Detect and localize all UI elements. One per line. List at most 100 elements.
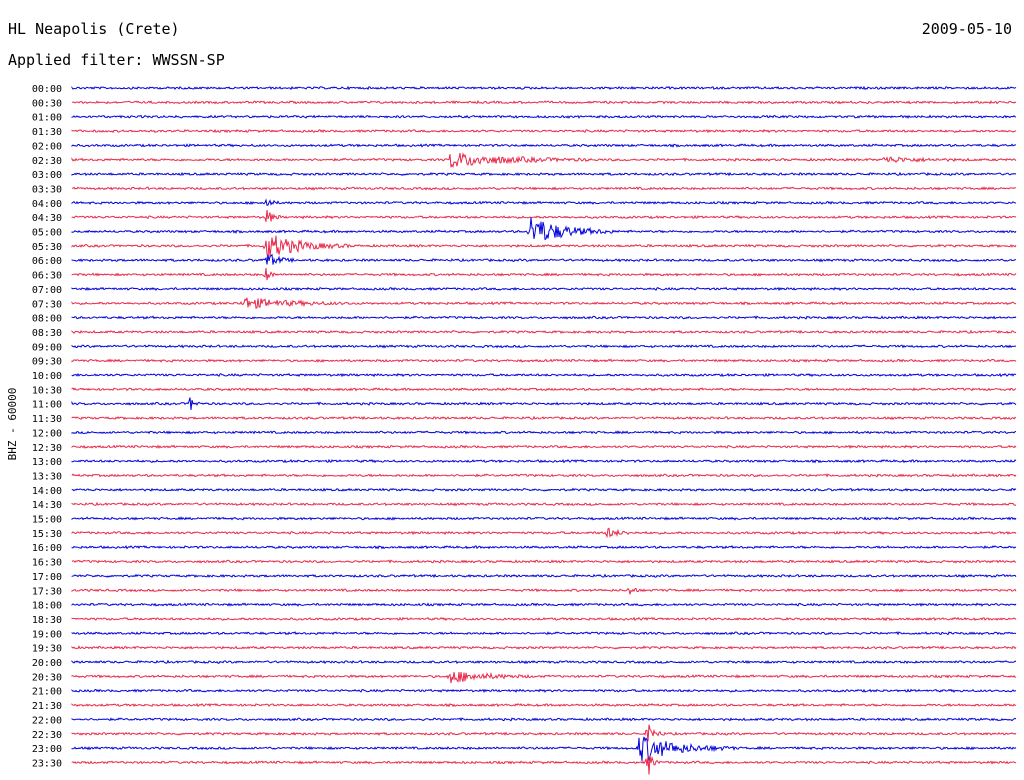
row-time-label: 05:00 [32, 228, 62, 239]
seismic-trace [71, 143, 1017, 148]
seismic-trace [71, 616, 1017, 622]
row-time-label: 04:00 [32, 199, 62, 210]
seismic-trace [71, 415, 1017, 421]
row-time-label: 21:00 [32, 687, 62, 698]
row-time-label: 22:00 [32, 715, 62, 726]
row-time-label: 19:00 [32, 629, 62, 640]
row-time-label: 03:30 [32, 184, 62, 195]
row-time-label: 16:00 [32, 543, 62, 554]
row-time-label: 18:00 [32, 601, 62, 612]
row-time-label: 02:00 [32, 141, 62, 152]
row-time-label: 06:30 [32, 271, 62, 282]
seismic-trace [71, 100, 1017, 105]
row-time-label: 17:00 [32, 572, 62, 583]
row-time-label: 11:00 [32, 400, 62, 411]
seismic-trace [71, 724, 1017, 742]
seismic-trace [71, 151, 1017, 169]
seismic-trace [71, 527, 1017, 539]
row-time-label: 20:30 [32, 672, 62, 683]
seismic-trace [71, 430, 1017, 435]
seismic-trace [71, 602, 1017, 607]
seismic-trace [71, 358, 1017, 363]
seismic-trace [71, 253, 1017, 265]
row-time-label: 00:00 [32, 84, 62, 95]
row-time-label: 13:30 [32, 471, 62, 482]
seismic-trace [71, 329, 1017, 335]
row-time-label: 12:00 [32, 428, 62, 439]
y-axis-label: BHZ - 60000 [6, 388, 19, 461]
row-time-label: 21:30 [32, 701, 62, 712]
seismic-trace [71, 671, 1017, 684]
row-time-label: 08:30 [32, 328, 62, 339]
seismic-trace [71, 235, 1017, 259]
row-time-label: 00:30 [32, 98, 62, 109]
seismic-trace [71, 186, 1017, 191]
row-time-label: 09:00 [32, 342, 62, 353]
row-time-label: 13:00 [32, 457, 62, 468]
seismic-trace [71, 268, 1017, 281]
seismic-trace [71, 559, 1017, 564]
row-time-label: 06:00 [32, 256, 62, 267]
seismic-trace [71, 717, 1017, 722]
seismic-trace [71, 85, 1017, 91]
row-time-label: 16:30 [32, 558, 62, 569]
row-time-label: 23:00 [32, 744, 62, 755]
row-time-label: 22:30 [32, 730, 62, 741]
seismic-trace [71, 387, 1017, 392]
row-time-label: 10:00 [32, 371, 62, 382]
row-time-label: 08:00 [32, 314, 62, 325]
seismic-trace [71, 444, 1017, 450]
seismic-trace [71, 114, 1017, 119]
seismic-trace [71, 217, 1017, 241]
row-time-label: 12:30 [32, 443, 62, 454]
row-time-label: 14:00 [32, 486, 62, 497]
row-time-label: 03:00 [32, 170, 62, 181]
seismic-trace [71, 397, 1017, 410]
seismic-trace [71, 372, 1017, 378]
row-time-label: 09:30 [32, 357, 62, 368]
row-time-label: 07:30 [32, 299, 62, 310]
seismic-trace [71, 545, 1017, 550]
seismic-trace [71, 702, 1017, 708]
station-title: HL Neapolis (Crete) [8, 20, 180, 38]
seismic-trace [71, 659, 1017, 665]
seismic-trace [71, 315, 1017, 320]
seismic-trace [71, 458, 1017, 464]
row-time-label: 11:30 [32, 414, 62, 425]
filter-label: Applied filter: WWSSN-SP [8, 51, 225, 69]
row-time-label: 01:30 [32, 127, 62, 138]
seismic-trace [71, 210, 1017, 222]
row-time-label: 05:30 [32, 242, 62, 253]
record-date: 2009-05-10 [921, 20, 1012, 38]
seismic-trace [71, 344, 1017, 349]
row-time-label: 07:00 [32, 285, 62, 296]
row-time-label: 18:30 [32, 615, 62, 626]
row-time-label: 15:00 [32, 515, 62, 526]
row-time-label: 15:30 [32, 529, 62, 540]
row-time-label: 01:00 [32, 113, 62, 124]
row-time-label: 20:00 [32, 658, 62, 669]
row-time-label: 19:30 [32, 644, 62, 655]
row-time-label: 04:30 [32, 213, 62, 224]
seismic-trace [71, 736, 1017, 762]
row-time-label: 17:30 [32, 586, 62, 597]
seismic-trace [71, 286, 1017, 292]
seismic-trace [71, 587, 1017, 595]
row-time-label: 23:30 [32, 758, 62, 769]
seismic-trace [71, 688, 1017, 693]
seismic-trace [71, 645, 1017, 650]
seismic-trace [71, 573, 1017, 579]
seismic-trace [71, 198, 1017, 206]
row-time-label: 14:30 [32, 500, 62, 511]
row-time-label: 02:30 [32, 156, 62, 167]
seismic-trace [71, 473, 1017, 478]
seismic-trace [71, 297, 1017, 309]
seismic-trace [71, 171, 1017, 177]
seismic-trace [71, 501, 1017, 507]
seismic-trace [71, 516, 1017, 521]
seismic-trace [71, 487, 1017, 493]
seismic-trace [71, 631, 1017, 636]
row-time-label: 10:30 [32, 385, 62, 396]
seismic-trace [71, 755, 1016, 775]
